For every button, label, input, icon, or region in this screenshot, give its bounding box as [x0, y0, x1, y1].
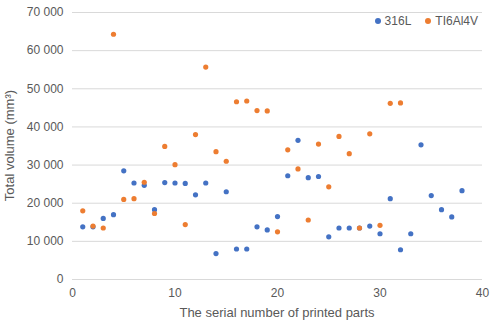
svg-text:30: 30 — [373, 286, 387, 300]
svg-text:0: 0 — [69, 286, 76, 300]
svg-text:20: 20 — [271, 286, 285, 300]
svg-text:0: 0 — [57, 272, 64, 286]
svg-text:50 000: 50 000 — [27, 82, 64, 96]
svg-text:10 000: 10 000 — [27, 234, 64, 248]
svg-text:10: 10 — [168, 286, 182, 300]
svg-text:70 000: 70 000 — [27, 5, 64, 19]
svg-text:Total volume (mm³): Total volume (mm³) — [2, 90, 17, 201]
svg-text:The serial number of printed p: The serial number of printed parts — [179, 305, 375, 320]
svg-text:60 000: 60 000 — [27, 43, 64, 57]
svg-text:40 000: 40 000 — [27, 120, 64, 134]
html-text:TI6Al4V: TI6Al4V — [435, 14, 478, 28]
html-text:316L: 316L — [384, 14, 412, 28]
svg-text:20 000: 20 000 — [27, 196, 64, 210]
svg-text:40: 40 — [476, 286, 490, 300]
svg-text:30 000: 30 000 — [27, 158, 64, 172]
